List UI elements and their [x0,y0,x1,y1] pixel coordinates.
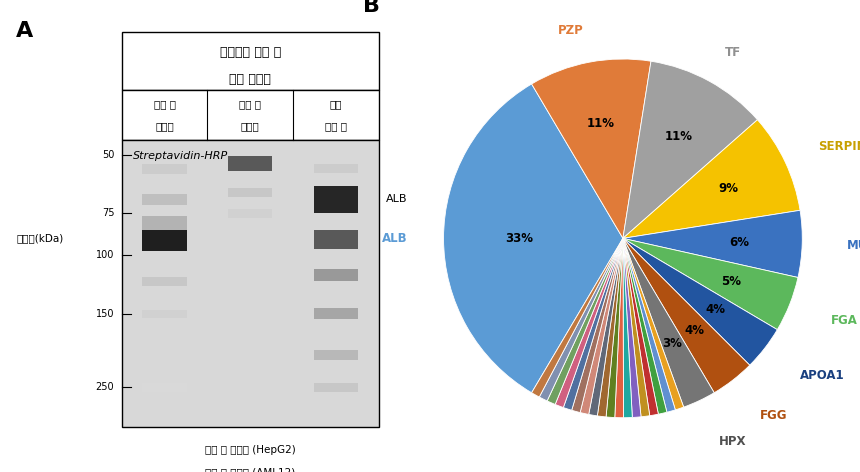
Text: HPX: HPX [718,435,746,448]
Text: B: B [363,0,380,16]
Wedge shape [580,238,623,414]
Wedge shape [623,61,758,238]
Wedge shape [623,238,675,412]
Bar [314,383,358,392]
Text: 3%: 3% [662,337,683,350]
Text: TF: TF [725,46,741,59]
Text: 세포주: 세포주 [156,121,174,131]
Wedge shape [615,238,624,418]
Text: PZP: PZP [557,24,583,37]
Text: ALB: ALB [382,232,408,245]
Bar [143,216,187,229]
Bar [143,277,187,286]
Text: MUG1: MUG1 [847,239,860,252]
Text: 바이오틴 표지 된: 바이오틴 표지 된 [219,46,281,59]
Bar [314,186,358,213]
Text: 150: 150 [95,309,114,319]
Text: 4%: 4% [705,303,725,316]
Text: 생취 간: 생취 간 [239,99,261,109]
Bar [228,210,273,218]
Bar [122,91,378,140]
Text: 75: 75 [101,209,114,219]
Text: 생취 간: 생취 간 [325,121,347,131]
Bar [314,350,358,360]
Text: 11%: 11% [587,118,615,130]
Wedge shape [623,238,659,416]
Text: 11%: 11% [665,130,693,143]
Bar [314,269,358,281]
Wedge shape [606,238,623,418]
Wedge shape [572,238,623,413]
Wedge shape [531,238,623,397]
Bar [314,164,358,173]
Wedge shape [556,238,623,407]
Text: 세포주: 세포주 [241,121,260,131]
Text: 5%: 5% [722,275,741,288]
Bar [314,230,358,249]
Wedge shape [623,211,802,278]
Text: 분자량(kDa): 분자량(kDa) [16,233,64,244]
Wedge shape [547,238,623,405]
Text: 50: 50 [102,150,114,160]
Bar [143,194,187,205]
Text: 인간 간 세포주 (HepG2): 인간 간 세포주 (HepG2) [205,445,296,455]
Bar [143,229,187,251]
Wedge shape [623,238,641,417]
Text: FGA: FGA [832,314,858,328]
Text: 250: 250 [95,382,114,392]
Wedge shape [623,238,632,418]
Bar [143,383,187,392]
Text: 6%: 6% [729,236,749,249]
Wedge shape [623,238,684,410]
Text: 4%: 4% [685,324,704,337]
Text: SERPINA3K: SERPINA3K [818,140,860,153]
Text: FGG: FGG [760,409,788,422]
Text: 생취 간 세포주 (AML12): 생취 간 세포주 (AML12) [205,467,295,472]
Text: 100: 100 [96,250,114,260]
Text: A: A [16,21,34,41]
Bar [122,32,378,91]
Text: 체내: 체내 [329,99,342,109]
Bar [228,188,273,197]
Wedge shape [563,238,623,410]
Wedge shape [623,238,798,329]
Wedge shape [623,238,650,417]
Bar [314,308,358,319]
Wedge shape [623,238,750,393]
Text: 인간 간: 인간 간 [154,99,175,109]
Wedge shape [531,59,651,238]
Wedge shape [623,238,714,407]
Bar [122,140,378,427]
Wedge shape [623,238,777,365]
Wedge shape [539,238,623,401]
Text: 9%: 9% [718,182,739,195]
Wedge shape [623,120,800,238]
Text: 33%: 33% [505,232,533,245]
Bar [143,164,187,174]
Wedge shape [623,238,666,414]
Text: APOA1: APOA1 [800,369,845,382]
Text: Streptavidin-HRP: Streptavidin-HRP [133,151,229,161]
Wedge shape [598,238,623,417]
Text: ALB: ALB [386,194,408,204]
Bar [228,156,273,170]
Bar [143,310,187,318]
Wedge shape [589,238,623,416]
Text: 분비 단백질: 분비 단백질 [230,73,271,86]
Wedge shape [444,84,623,393]
